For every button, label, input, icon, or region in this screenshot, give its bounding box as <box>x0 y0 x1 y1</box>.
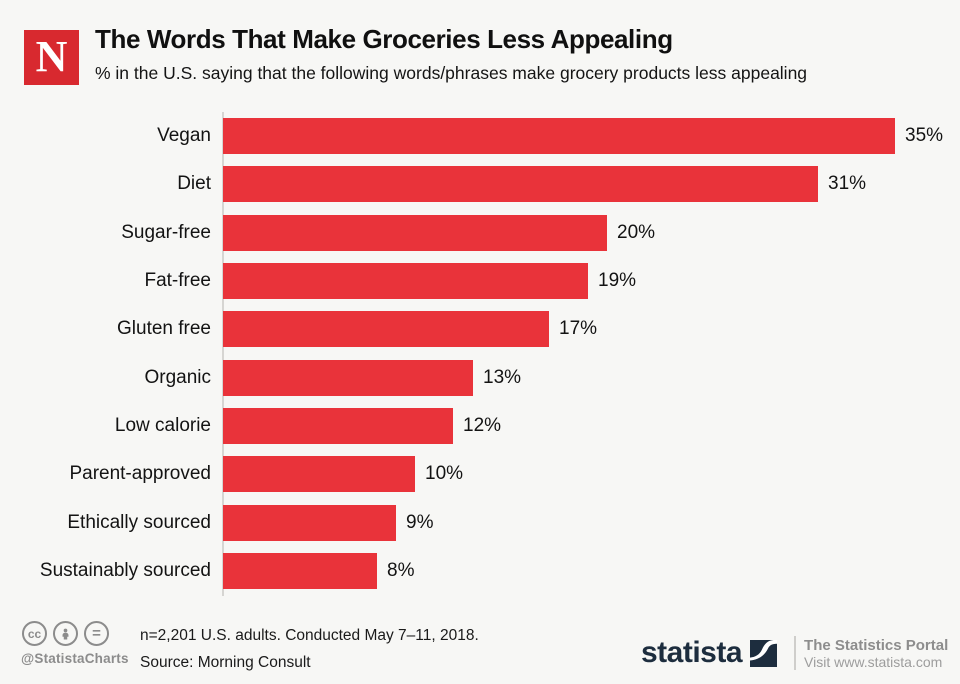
category-label: Diet <box>177 173 211 195</box>
bar <box>223 166 818 203</box>
bar <box>223 214 607 251</box>
chart-row: Ethically sourced 9% <box>0 498 960 546</box>
brand-tagline: The Statistics Portal <box>804 636 949 654</box>
chart-row: Gluten free 17% <box>0 305 960 353</box>
chart-row: Fat-free 19% <box>0 257 960 305</box>
newsweek-logo-letter: N <box>35 31 68 81</box>
sample-note: n=2,201 U.S. adults. Conducted May 7–11,… <box>140 627 479 644</box>
category-label: Sustainably sourced <box>39 559 211 581</box>
value-label: 9% <box>406 511 434 533</box>
bar <box>223 359 473 396</box>
statista-brand: statista The Statistics Portal Visit www… <box>641 636 948 670</box>
value-label: 17% <box>559 318 598 340</box>
category-label: Sugar-free <box>121 221 211 243</box>
cc-license-icons: cc = <box>22 621 109 646</box>
brand-text: The Statistics Portal Visit www.statista… <box>804 637 948 670</box>
bar <box>223 263 588 300</box>
category-label: Low calorie <box>114 414 211 436</box>
chart-row: Vegan 35% <box>0 112 960 160</box>
category-label: Parent-approved <box>69 463 211 485</box>
chart-meta: n=2,201 U.S. adults. Conducted May 7–11,… <box>140 622 479 676</box>
chart-row: Low calorie 12% <box>0 402 960 450</box>
chart-row: Organic 13% <box>0 353 960 401</box>
cc-icon: cc <box>22 621 47 646</box>
bar-chart: Vegan 35% Diet 31% Sugar-free 20% Fat-free 19% G… <box>0 112 960 596</box>
category-label: Organic <box>144 366 211 388</box>
brand-divider <box>794 636 797 670</box>
equal-icon: = <box>84 621 109 646</box>
chart-row: Diet 31% <box>0 160 960 208</box>
category-label: Ethically sourced <box>67 511 211 533</box>
bar <box>223 407 453 444</box>
newsweek-logo: N <box>24 30 79 85</box>
statista-swoosh-icon <box>750 639 778 667</box>
category-label: Vegan <box>157 125 211 147</box>
value-label: 12% <box>463 414 502 436</box>
y-axis-line <box>222 112 224 596</box>
value-label: 20% <box>617 221 656 243</box>
category-label: Gluten free <box>117 318 211 340</box>
value-label: 19% <box>598 270 637 292</box>
page-subtitle: % in the U.S. saying that the following … <box>95 63 808 83</box>
chart-row: Sustainably sourced 8% <box>0 547 960 595</box>
statista-charts-handle: @StatistaCharts <box>21 651 129 666</box>
attribution-person-icon <box>53 621 78 646</box>
source-note: Source: Morning Consult <box>140 654 311 671</box>
chart-row: Parent-approved 10% <box>0 450 960 498</box>
bar <box>223 504 396 541</box>
bar <box>223 456 415 493</box>
statista-wordmark: statista <box>641 636 743 669</box>
bar <box>223 118 895 155</box>
value-label: 10% <box>425 463 464 485</box>
value-label: 13% <box>483 366 522 388</box>
person-glyph <box>62 628 69 640</box>
value-label: 35% <box>905 125 944 147</box>
bar <box>223 552 377 589</box>
chart-row: Sugar-free 20% <box>0 209 960 257</box>
brand-url: Visit www.statista.com <box>804 653 943 670</box>
value-label: 8% <box>387 559 415 581</box>
page-title: The Words That Make Groceries Less Appea… <box>95 24 673 54</box>
bar <box>223 311 549 348</box>
category-label: Fat-free <box>144 270 211 292</box>
value-label: 31% <box>828 173 867 195</box>
